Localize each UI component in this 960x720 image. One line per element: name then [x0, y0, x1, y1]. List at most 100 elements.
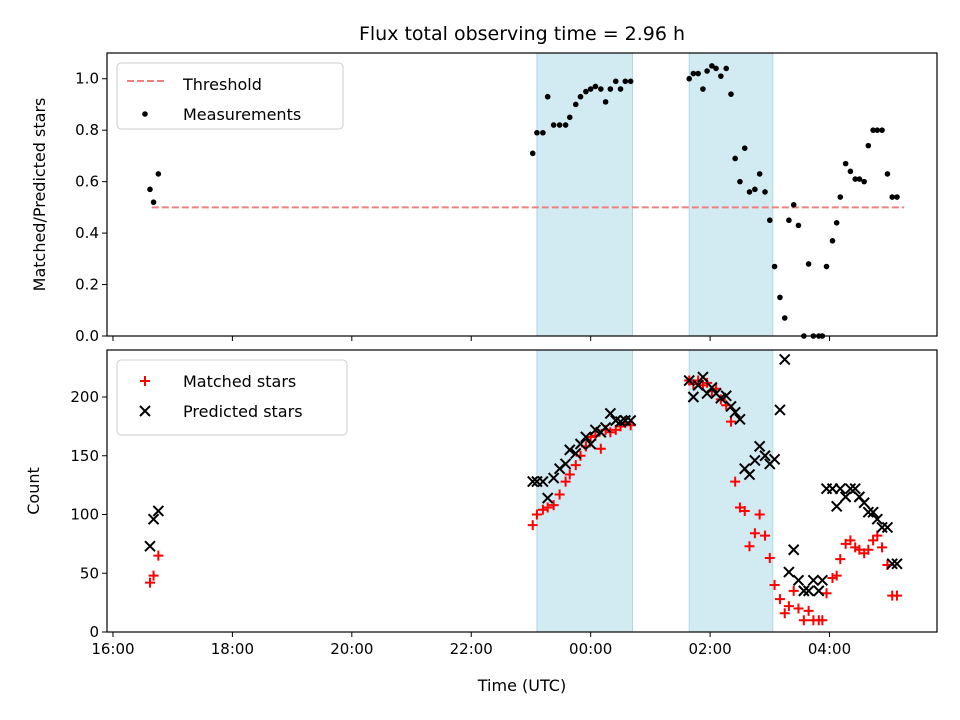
predicted-star-marker	[774, 404, 786, 416]
legend: Threshold Measurements	[116, 62, 344, 130]
matched-star-marker	[744, 541, 755, 552]
measurement-point	[874, 127, 881, 133]
y-axis-label: Count	[24, 467, 43, 515]
measurement-point	[723, 65, 730, 72]
predicted-star-marker	[743, 468, 756, 481]
predicted-star-marker	[834, 482, 846, 495]
matched-star-marker	[554, 489, 565, 500]
matched-star-marker	[564, 469, 575, 480]
measurement-point	[861, 178, 867, 185]
measurement-point	[884, 171, 891, 177]
measurement-point	[842, 160, 849, 167]
series-measurements	[147, 63, 900, 339]
predicted-star-marker	[787, 544, 800, 556]
predicted-star-marker	[792, 574, 805, 587]
predicted-star-marker	[858, 497, 870, 509]
y-tick-label: 0.8	[75, 121, 99, 139]
predicted-star-marker	[692, 379, 704, 391]
y-tick-label: 0.4	[75, 224, 99, 242]
measurement-point	[790, 201, 797, 208]
measurement-point	[856, 176, 863, 182]
predicted-star-marker	[147, 513, 160, 525]
predicted-star-marker	[580, 431, 592, 443]
predicted-star-marker	[783, 566, 795, 578]
legend-label: Matched stars	[183, 372, 296, 391]
predicted-star-marker	[527, 475, 539, 488]
measurement-point	[837, 194, 844, 200]
measurement-point	[781, 315, 788, 321]
measurement-point	[852, 176, 858, 182]
y-tick-label: 0.6	[75, 173, 99, 191]
predicted-star-marker	[725, 400, 737, 413]
measurement-point	[556, 122, 563, 128]
predicted-star-marker	[839, 491, 852, 503]
measurement-point	[627, 78, 634, 85]
predicted-star-marker	[802, 585, 815, 597]
measurement-point	[767, 217, 773, 224]
measurement-point	[540, 129, 546, 136]
measurement-point	[833, 220, 840, 226]
measurement-point	[583, 88, 589, 95]
y-tick-label: 0	[89, 623, 99, 641]
predicted-star-marker	[753, 440, 766, 453]
matched-star-marker	[725, 416, 736, 427]
measurement-point	[777, 294, 783, 301]
legend: Matched stars Predicted stars	[116, 359, 348, 436]
y-axis-label: Matched/Predicted stars	[30, 98, 49, 292]
predicted-star-marker	[599, 421, 612, 434]
matched-star-marker	[749, 528, 760, 539]
measurement-point	[607, 86, 614, 92]
matched-star-marker	[754, 509, 765, 520]
measurement-point	[700, 86, 706, 92]
matched-star-marker	[595, 443, 606, 454]
predicted-star-marker	[807, 574, 820, 587]
matched-star-marker	[863, 544, 874, 555]
y-tick-label: 150	[70, 447, 99, 465]
matched-star-marker	[877, 542, 888, 553]
x-tick-label: 04:00	[808, 640, 851, 658]
x-tick-label: 22:00	[450, 640, 493, 658]
predicted-star-marker	[720, 390, 732, 402]
measurement-point	[709, 63, 715, 69]
predicted-star-marker	[862, 506, 875, 518]
measurement-point	[771, 263, 778, 270]
matched-star-marker	[891, 590, 902, 601]
matched-star-marker	[788, 585, 799, 596]
matched-star-marker	[774, 594, 785, 605]
predicted-star-marker	[574, 438, 587, 450]
matched-star-marker	[821, 588, 832, 599]
matched-star-marker	[739, 505, 750, 516]
measurement-point	[612, 78, 619, 85]
measurement-point	[147, 186, 153, 193]
series-predicted-stars	[144, 353, 903, 597]
x-tick-label: 20:00	[330, 640, 373, 658]
matched-star-marker	[817, 615, 828, 626]
legend-swatch-predicted	[139, 405, 151, 417]
y-tick-label: 100	[70, 506, 99, 524]
matched-star-marker	[531, 509, 542, 520]
predicted-star-marker	[849, 482, 861, 495]
matched-star-marker	[835, 554, 846, 565]
predicted-star-marker	[624, 414, 637, 427]
measurement-point	[617, 86, 624, 92]
measurement-point	[713, 65, 719, 72]
measurement-point	[598, 86, 604, 92]
axes-frame	[106, 52, 938, 337]
measurement-point	[562, 122, 569, 128]
predicted-star-marker	[584, 438, 597, 450]
predicted-star-marker	[537, 475, 549, 488]
measurement-point	[690, 70, 697, 77]
matched-star-marker	[148, 570, 159, 581]
measurement-point	[805, 261, 812, 267]
predicted-star-marker	[541, 492, 554, 504]
matched-star-marker	[730, 476, 741, 487]
matched-star-marker	[560, 476, 571, 487]
predicted-star-marker	[759, 450, 771, 462]
chart-title: Flux total observing time = 2.96 h	[359, 23, 685, 45]
predicted-star-marker	[687, 391, 700, 403]
x-tick-label: 18:00	[211, 640, 254, 658]
predicted-star-marker	[891, 558, 903, 570]
matched-star-marker	[548, 500, 559, 511]
matched-star-marker	[803, 605, 814, 616]
